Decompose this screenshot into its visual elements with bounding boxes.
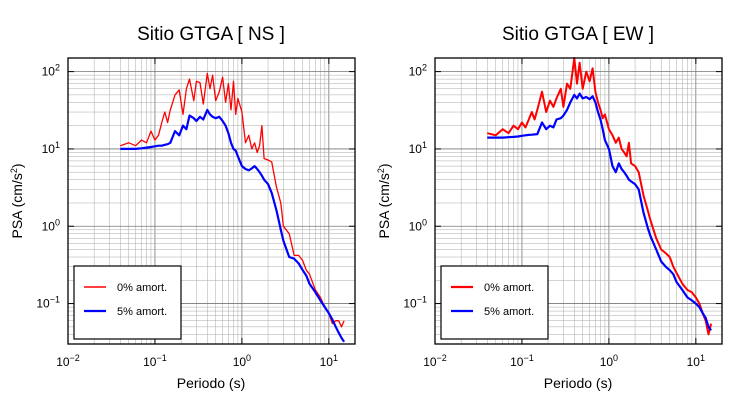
y-tick-label: 10−1 (403, 295, 427, 311)
y-tick-label: 10−1 (36, 295, 60, 311)
y-axis-label: PSA (cm/s2) (376, 163, 392, 238)
chart-ew: 10−2 10−1 100 101 10−1 100 101 102 Sitio GTGA … (376, 24, 723, 391)
y-tick-labels: 10−1 100 101 102 (403, 63, 427, 311)
y-tick-label: 102 (409, 63, 427, 79)
x-tick-label: 10−2 (56, 353, 80, 369)
series-line-1 (120, 108, 346, 343)
series-layer (120, 72, 346, 343)
y-axis-label-sup: 2 (9, 168, 19, 173)
x-axis-label: Periodo (s) (544, 375, 612, 391)
x-tick-label: 100 (600, 353, 618, 369)
y-tick-label: 101 (409, 140, 427, 156)
tick-marks (434, 58, 722, 344)
legend-box (440, 265, 549, 340)
x-tick-label: 101 (687, 353, 705, 369)
x-tick-label: 101 (320, 353, 338, 369)
x-tick-label: 10−1 (510, 353, 534, 369)
y-tick-labels: 10−1 100 101 102 (36, 63, 60, 311)
y-axis-label: PSA (cm/s2) (9, 163, 25, 238)
y-tick-label: 101 (42, 140, 60, 156)
legend-label-0: 0% amort. (117, 282, 167, 294)
y-tick-label: 100 (42, 217, 60, 233)
y-axis-label-sup: 2 (376, 168, 386, 173)
x-tick-labels: 10−2 10−1 100 101 (423, 353, 705, 369)
tick-marks (67, 58, 355, 344)
legend: 0% amort. 5% amort. (73, 265, 182, 340)
y-axis-label-main: PSA (cm/s (9, 173, 25, 238)
plot-frame (67, 57, 356, 345)
chart-title: Sitio GTGA [ NS ] (137, 24, 285, 45)
x-tick-label: 10−2 (423, 353, 447, 369)
y-tick-label: 100 (409, 217, 427, 233)
series-line-0 (120, 72, 345, 328)
legend-label-1: 5% amort. (484, 306, 534, 318)
x-tick-label: 100 (233, 353, 251, 369)
series-layer (487, 57, 713, 336)
y-axis-label-tail: ) (376, 163, 392, 168)
y-axis-label-tail: ) (9, 163, 25, 168)
x-tick-label: 10−1 (143, 353, 167, 369)
x-tick-labels: 10−2 10−1 100 101 (56, 353, 338, 369)
chart-ns: 10−2 10−1 100 101 10−1 100 101 102 Sitio GTGA … (9, 24, 356, 391)
y-tick-label: 102 (42, 63, 60, 79)
legend-label-1: 5% amort. (117, 306, 167, 318)
series-line-0 (487, 57, 713, 336)
legend-box (73, 265, 182, 340)
legend-label-0: 0% amort. (484, 282, 534, 294)
chart-title: Sitio GTGA [ EW ] (502, 24, 654, 45)
legend: 0% amort. 5% amort. (440, 265, 549, 340)
series-line-1 (487, 92, 712, 332)
plot-frame (434, 57, 723, 345)
y-axis-label-main: PSA (cm/s (376, 173, 392, 238)
x-axis-label: Periodo (s) (177, 375, 245, 391)
